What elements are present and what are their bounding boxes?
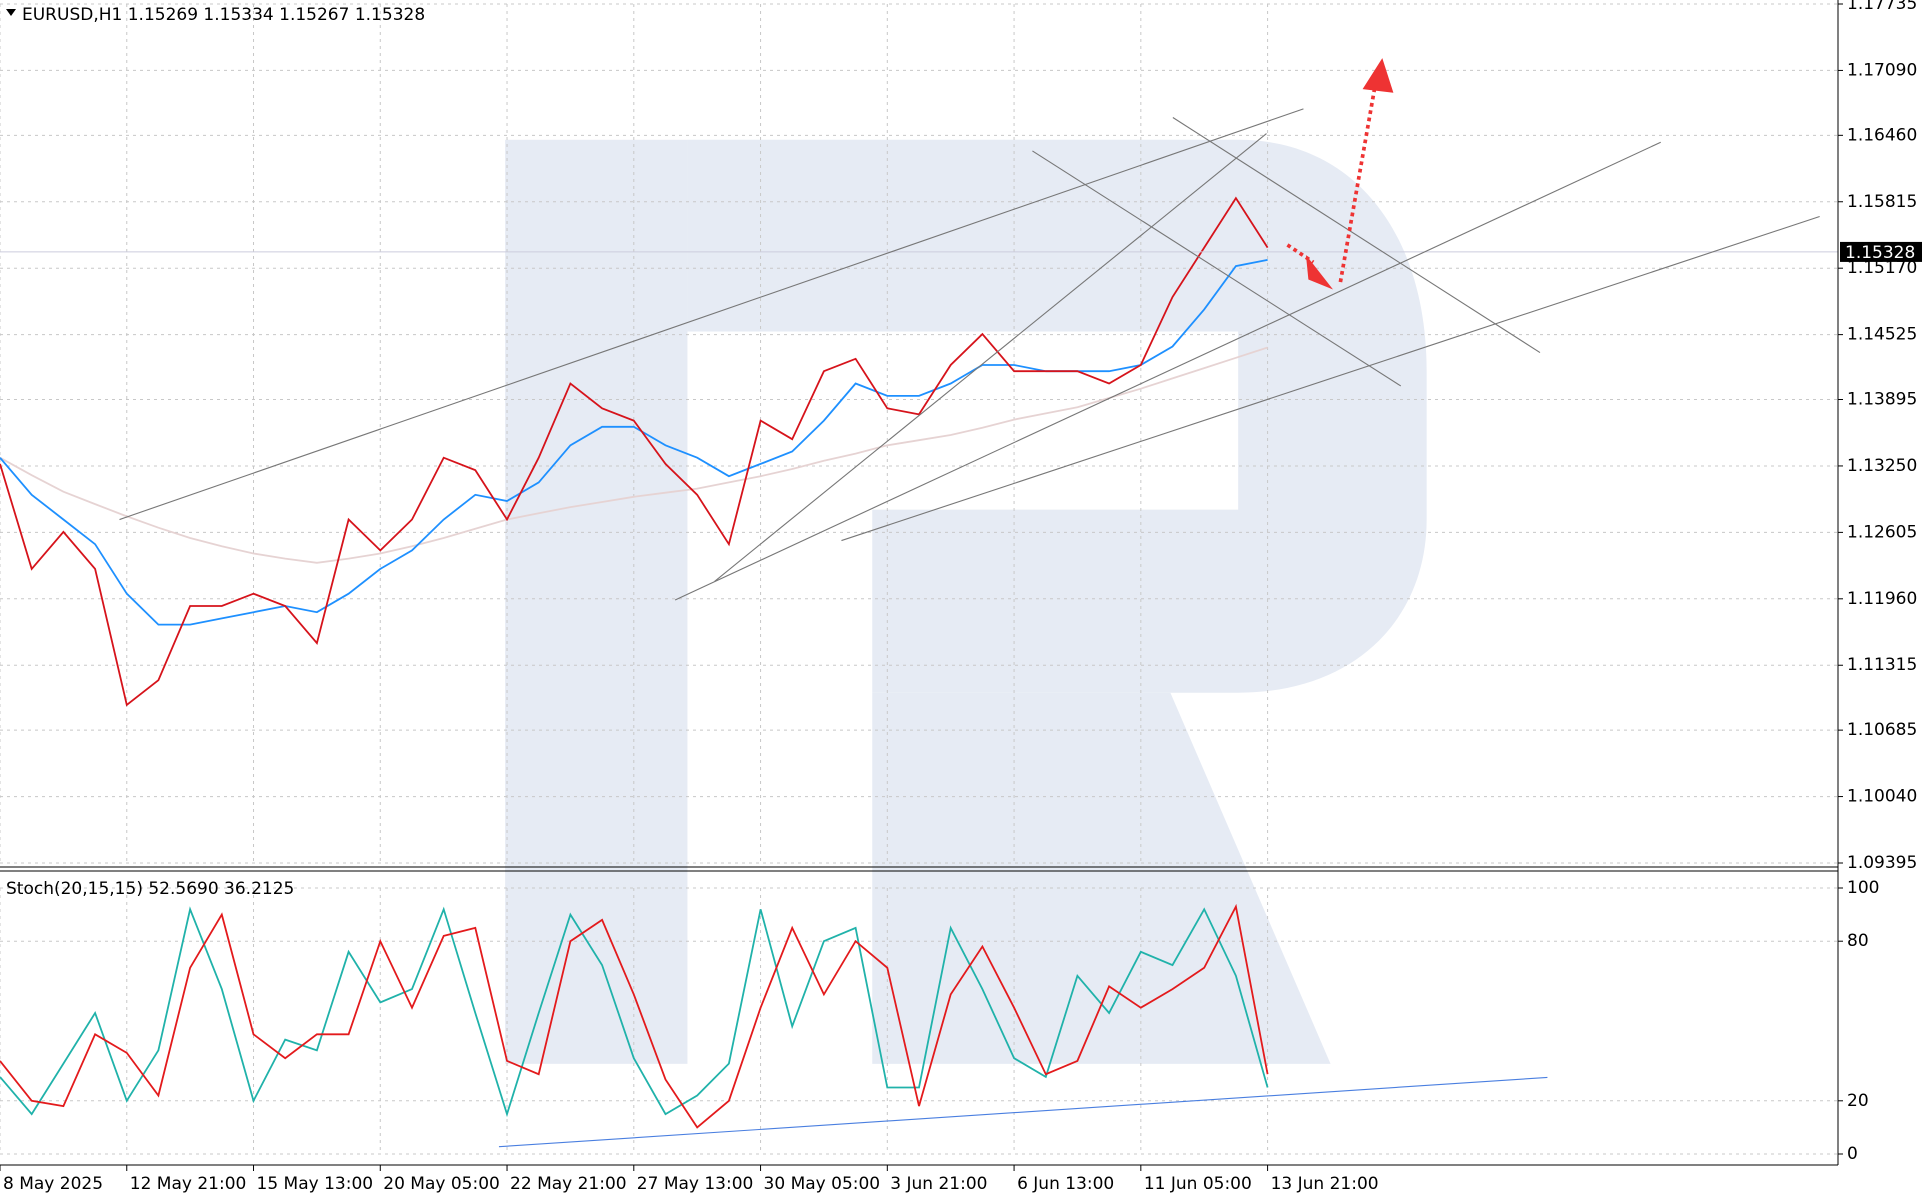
watermark xyxy=(505,139,1427,1064)
y-tick-label: 1.10685 xyxy=(1847,720,1917,740)
x-tick-label: 30 May 05:00 xyxy=(764,1174,881,1194)
x-tick-label: 13 Jun 21:00 xyxy=(1271,1174,1379,1194)
y-tick-label: 0 xyxy=(1847,1144,1858,1164)
x-tick-label: 20 May 05:00 xyxy=(383,1174,500,1194)
series-line xyxy=(0,346,1268,564)
x-tick-label: 6 Jun 13:00 xyxy=(1017,1174,1114,1194)
y-tick-label: 1.17090 xyxy=(1847,60,1917,80)
x-tick-label: 15 May 13:00 xyxy=(257,1174,374,1194)
y-tick-label: 20 xyxy=(1847,1091,1869,1111)
indicator-title: Stoch(20,15,15) 52.5690 36.2125 xyxy=(6,879,294,899)
y-tick-label: 1.13895 xyxy=(1847,390,1917,410)
x-tick-label: 12 May 21:00 xyxy=(130,1174,247,1194)
y-tick-label: 1.09395 xyxy=(1847,853,1917,873)
y-tick-label: 1.15170 xyxy=(1847,258,1917,278)
x-tick-label: 8 May 2025 xyxy=(3,1174,103,1194)
x-tick-label: 22 May 21:00 xyxy=(510,1174,627,1194)
last-price-label: 1.15328 xyxy=(1845,243,1915,263)
y-tick-label: 80 xyxy=(1847,931,1869,951)
chart-title: EURUSD,H1 1.15269 1.15334 1.15267 1.1532… xyxy=(22,5,425,25)
y-tick-label: 1.16460 xyxy=(1847,125,1917,145)
drawings xyxy=(119,58,1820,1148)
y-tick-label: 1.11960 xyxy=(1847,589,1917,609)
series-line xyxy=(0,906,1269,1118)
last-price-box xyxy=(1840,241,1922,262)
y-tick-label: 100 xyxy=(1847,878,1879,898)
series-line xyxy=(0,903,1269,1129)
y-tick-label: 1.14525 xyxy=(1847,325,1917,345)
series-line xyxy=(0,196,1269,707)
y-tick-label: 1.15815 xyxy=(1847,192,1917,212)
menu-arrow xyxy=(6,9,16,16)
y-tick-label: 1.17735 xyxy=(1847,0,1917,14)
y-tick-label: 1.10040 xyxy=(1847,787,1917,807)
y-tick-label: 1.11315 xyxy=(1847,655,1917,675)
x-tick-label: 11 Jun 05:00 xyxy=(1144,1174,1252,1194)
x-tick-label: 27 May 13:00 xyxy=(637,1174,754,1194)
y-tick-label: 1.12605 xyxy=(1847,522,1917,542)
x-tick-label: 3 Jun 21:00 xyxy=(890,1174,987,1194)
y-tick-label: 1.13250 xyxy=(1847,456,1917,476)
